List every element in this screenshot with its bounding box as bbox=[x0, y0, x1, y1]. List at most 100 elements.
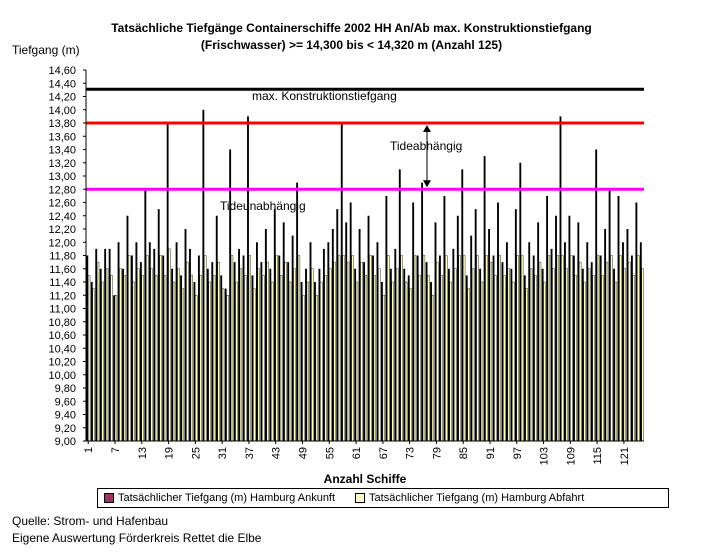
bar-arrival-67 bbox=[380, 282, 383, 441]
bar-arrival-70 bbox=[394, 248, 397, 441]
x-tick-label-17: 103 bbox=[539, 447, 551, 465]
bar-departure-115 bbox=[596, 255, 600, 442]
x-axis-label: Anzahl Schiffe bbox=[324, 472, 407, 486]
bar-departure-51 bbox=[311, 268, 314, 442]
bar-departure-91 bbox=[489, 261, 493, 442]
bar-arrival-125 bbox=[639, 242, 642, 441]
x-tick-label-20: 121 bbox=[619, 447, 631, 465]
x-tick-label-8: 49 bbox=[298, 447, 310, 459]
y-tick-label-0: 9,00 bbox=[55, 436, 76, 448]
bar-arrival-123 bbox=[630, 255, 633, 441]
tide-arrow-down bbox=[423, 180, 431, 188]
bar-arrival-23 bbox=[184, 229, 187, 441]
bar-arrival-120 bbox=[617, 195, 620, 441]
bar-arrival-75 bbox=[416, 255, 419, 441]
bar-arrival-101 bbox=[532, 255, 535, 441]
x-tick-label-5: 31 bbox=[217, 447, 229, 459]
bar-arrival-77 bbox=[425, 262, 428, 442]
bar-departure-105 bbox=[552, 268, 555, 442]
bar-arrival-104 bbox=[546, 195, 549, 441]
bar-departure-20 bbox=[172, 281, 176, 442]
bar-departure-33 bbox=[230, 255, 234, 442]
bar-departure-118 bbox=[610, 255, 613, 442]
bar-departure-49 bbox=[302, 295, 305, 442]
bar-arrival-52 bbox=[314, 282, 316, 441]
bar-arrival-42 bbox=[269, 268, 272, 441]
bar-departure-76 bbox=[422, 255, 426, 442]
bar-arrival-117 bbox=[604, 229, 607, 441]
legend-label-arrival: Tatsächlicher Tiefgang (m) Hamburg Ankun… bbox=[118, 492, 336, 504]
bar-departure-15 bbox=[150, 268, 153, 442]
bar-departure-63 bbox=[364, 275, 368, 442]
bar-arrival-26 bbox=[197, 255, 200, 441]
x-tick-label-3: 19 bbox=[164, 447, 176, 459]
bar-arrival-61 bbox=[354, 268, 357, 441]
x-tick-label-4: 25 bbox=[190, 447, 202, 459]
y-tick-label-27: 14,40 bbox=[48, 78, 76, 90]
bar-departure-102 bbox=[538, 261, 542, 442]
bar-arrival-6 bbox=[108, 248, 111, 441]
bar-arrival-109 bbox=[568, 215, 571, 441]
y-tick-label-20: 13,00 bbox=[48, 171, 76, 183]
bar-arrival-35 bbox=[238, 248, 240, 441]
bar-arrival-45 bbox=[282, 222, 285, 441]
x-tick-label-15: 91 bbox=[485, 447, 497, 459]
bar-arrival-95 bbox=[505, 242, 508, 441]
bar-departure-84 bbox=[458, 255, 461, 442]
bar-arrival-3 bbox=[95, 248, 98, 441]
bar-departure-67 bbox=[382, 295, 385, 442]
bar-departure-42 bbox=[271, 281, 274, 442]
bar-departure-31 bbox=[221, 288, 225, 442]
bar-arrival-22 bbox=[180, 275, 182, 442]
y-tick-label-8: 10,60 bbox=[48, 330, 76, 342]
bar-arrival-50 bbox=[305, 268, 307, 441]
bar-arrival-38 bbox=[251, 275, 254, 442]
bar-arrival-119 bbox=[613, 268, 615, 441]
bar-arrival-13 bbox=[139, 262, 142, 442]
bar-arrival-9 bbox=[122, 268, 124, 441]
bar-arrival-94 bbox=[501, 262, 504, 442]
bar-departure-19 bbox=[168, 248, 171, 442]
bar-arrival-85 bbox=[461, 169, 464, 442]
bar-departure-23 bbox=[186, 261, 189, 442]
bar-arrival-116 bbox=[599, 255, 602, 441]
bar-arrival-98 bbox=[519, 162, 522, 441]
y-tick-label-10: 11,00 bbox=[49, 304, 76, 316]
bar-departure-13 bbox=[141, 275, 144, 442]
bar-arrival-84 bbox=[456, 215, 459, 441]
bar-departure-114 bbox=[592, 275, 595, 442]
legend-swatch-arrival bbox=[104, 493, 114, 503]
bar-departure-40 bbox=[262, 275, 265, 442]
bar-departure-24 bbox=[190, 275, 193, 442]
bar-departure-117 bbox=[605, 261, 609, 442]
bar-arrival-44 bbox=[278, 255, 281, 441]
bar-arrival-21 bbox=[175, 242, 178, 441]
x-tick-label-14: 85 bbox=[458, 447, 470, 459]
bar-arrival-108 bbox=[564, 242, 566, 441]
bar-departure-39 bbox=[257, 268, 260, 442]
bar-departure-101 bbox=[534, 275, 537, 442]
bar-arrival-92 bbox=[492, 255, 495, 441]
bar-departure-21 bbox=[177, 268, 180, 442]
bar-arrival-62 bbox=[358, 229, 361, 441]
bar-arrival-10 bbox=[126, 215, 129, 441]
bar-arrival-32 bbox=[224, 288, 227, 441]
bar-departure-123 bbox=[632, 275, 635, 442]
bar-departure-17 bbox=[159, 255, 162, 442]
bar-arrival-91 bbox=[488, 229, 490, 441]
y-tick-label-2: 9,40 bbox=[55, 410, 76, 422]
bar-arrival-51 bbox=[309, 242, 312, 441]
bar-departure-77 bbox=[427, 275, 430, 442]
bar-arrival-88 bbox=[474, 209, 477, 442]
bar-arrival-107 bbox=[559, 116, 562, 442]
bar-arrival-12 bbox=[135, 242, 138, 441]
bar-arrival-71 bbox=[398, 169, 401, 442]
bar-arrival-17 bbox=[157, 209, 160, 442]
bar-arrival-105 bbox=[550, 248, 553, 441]
x-tick-label-11: 67 bbox=[378, 447, 390, 459]
y-tick-label-28: 14,60 bbox=[48, 65, 76, 77]
bar-departure-108 bbox=[565, 268, 568, 442]
bar-arrival-30 bbox=[215, 215, 218, 441]
bar-departure-14 bbox=[146, 255, 149, 442]
